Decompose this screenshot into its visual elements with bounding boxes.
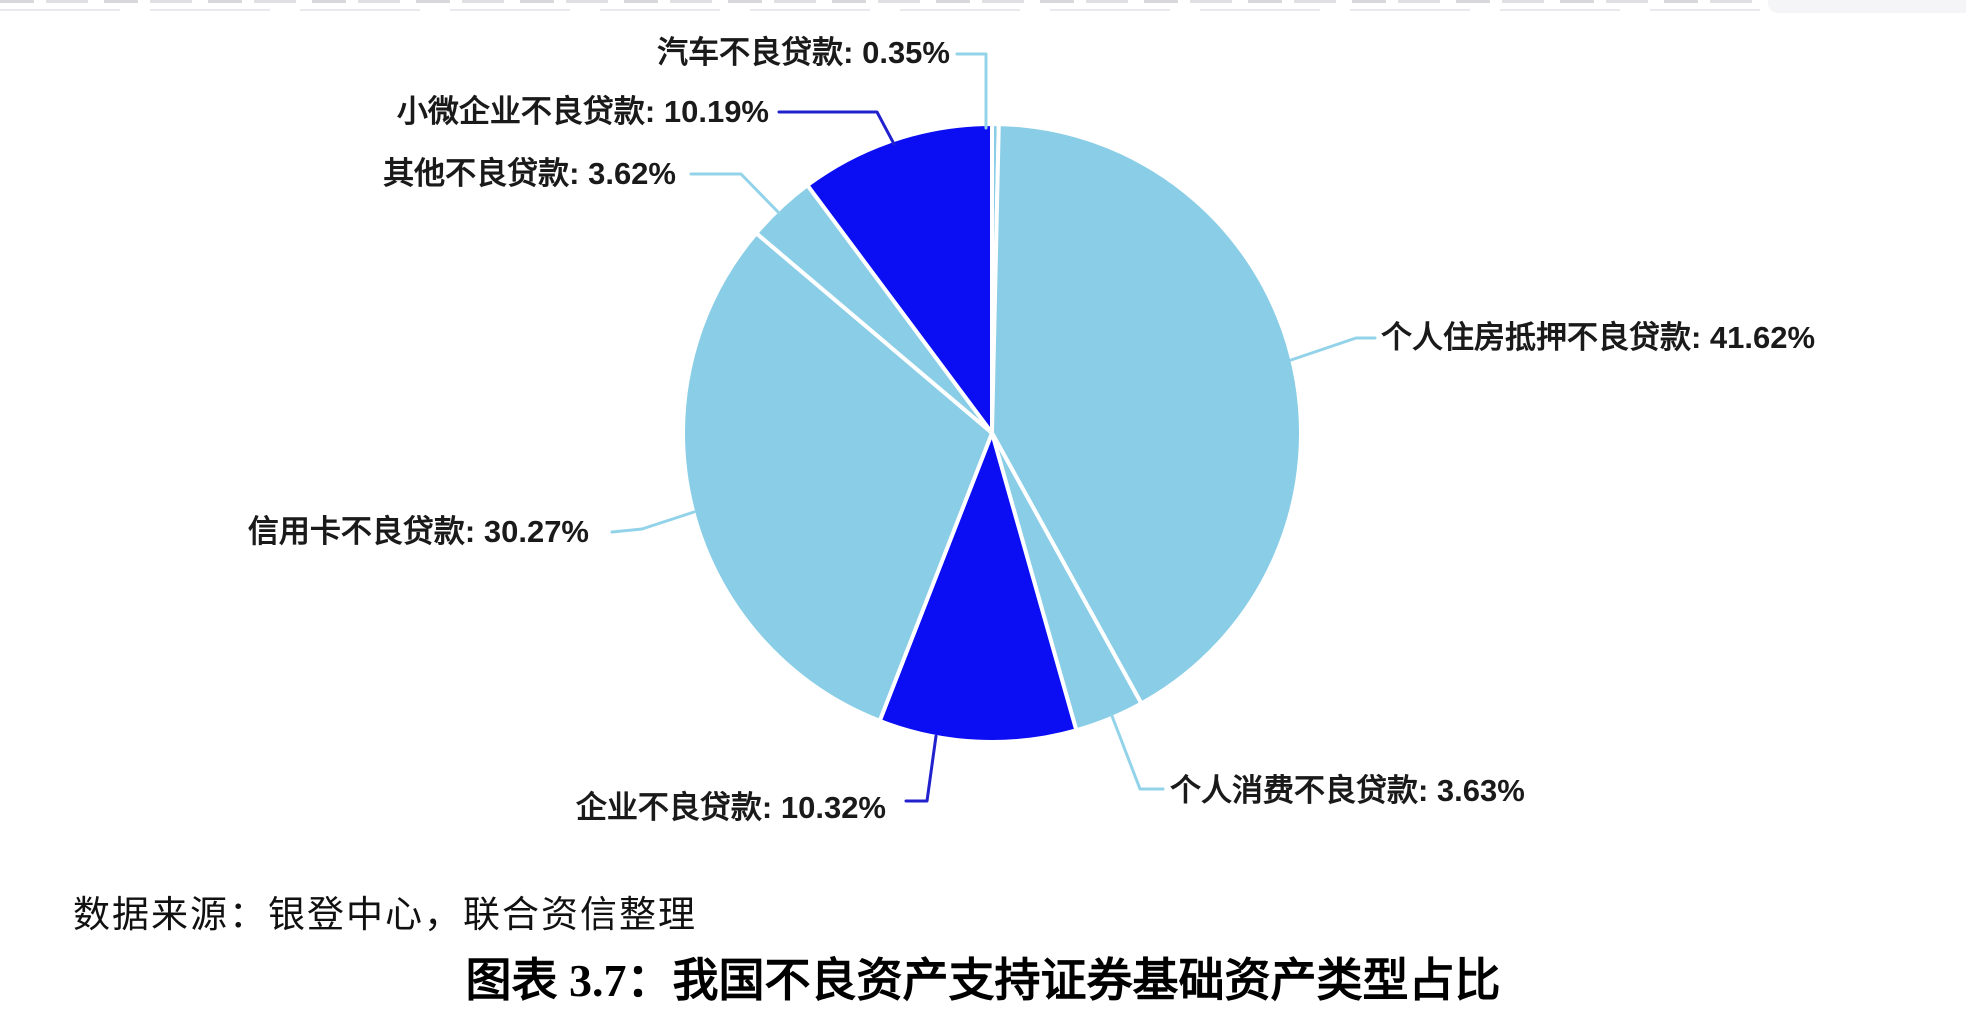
leader-line-5 (689, 172, 781, 215)
slice-label-6: 小微企业不良贷款: 10.19% (396, 94, 769, 129)
leader-line-1 (1289, 336, 1377, 362)
leader-line-2 (1110, 714, 1165, 791)
leader-line-0 (955, 52, 988, 130)
leader-line-3 (904, 734, 938, 803)
leader-line-4 (610, 510, 696, 534)
top-right-artifact (1768, 0, 1966, 13)
pie-slice-4 (681, 231, 994, 723)
slice-label-5: 其他不良贷款: 3.62% (383, 156, 676, 191)
figure-caption: 图表 3.7：我国不良资产支持证券基础资产类型占比 (465, 955, 1501, 1006)
slice-label-1: 个人住房抵押不良贷款: 41.62% (1381, 320, 1816, 355)
data-source-note: 数据来源：银登中心，联合资信整理 (73, 895, 697, 936)
slice-label-0: 汽车不良贷款: 0.35% (657, 35, 950, 70)
slice-label-3: 企业不良贷款: 10.32% (575, 790, 886, 825)
slice-label-2: 个人消费不良贷款: 3.63% (1170, 773, 1525, 808)
cutoff-text-artifact-row2 (0, 9, 1760, 11)
leader-line-6 (777, 110, 896, 146)
pie-slice-3 (877, 431, 1079, 745)
cutoff-text-artifact (0, 0, 1966, 3)
slice-label-4: 信用卡不良贷款: 30.27% (247, 514, 589, 549)
pie-slice-6 (805, 122, 994, 435)
